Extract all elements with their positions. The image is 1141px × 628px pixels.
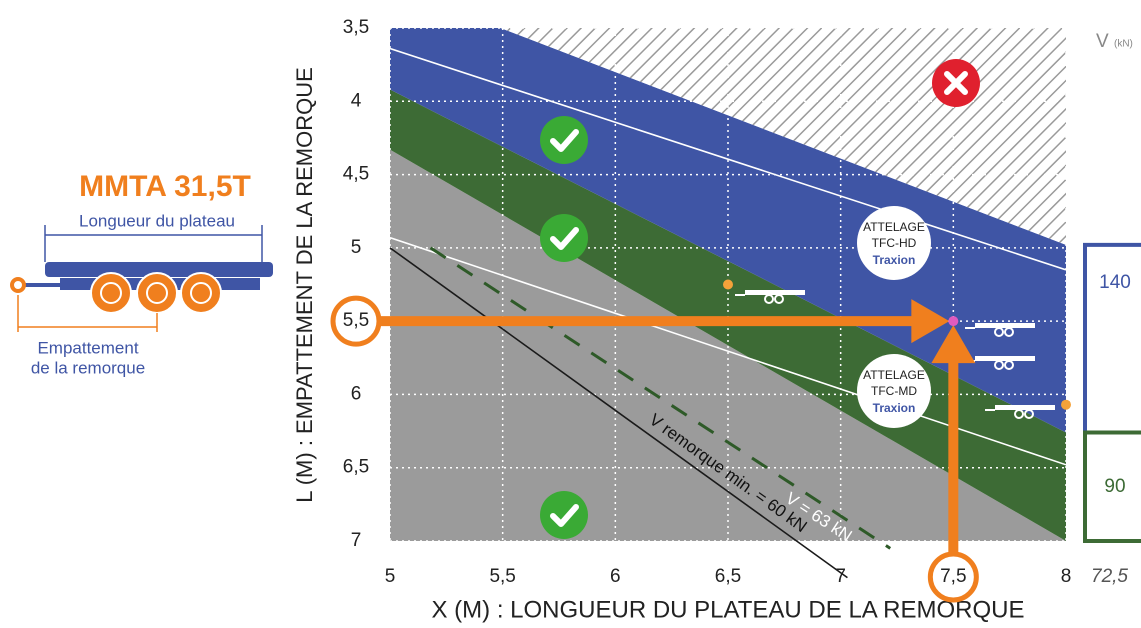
coupling-badge (857, 354, 931, 428)
y-tick-label: 4,5 (343, 164, 369, 185)
trailer-icon (745, 290, 805, 295)
hitch (10, 277, 26, 293)
y-tick-label: 5,5 (343, 310, 369, 331)
coupling-badge (857, 206, 931, 280)
ok-check (550, 504, 579, 527)
hub (146, 282, 168, 304)
y-tick-label: 3,5 (343, 17, 369, 38)
y-tick-label: 4 (351, 90, 362, 111)
y-axis-title: L (M) : EMPATTEMENT DE LA REMORQUE (292, 67, 317, 503)
coupling-brand: Traxion (873, 401, 916, 415)
ok-badge (540, 214, 588, 262)
line (429, 246, 892, 550)
point (948, 316, 959, 327)
ok-badge (540, 116, 588, 164)
v-label: 140 (1099, 272, 1131, 293)
coupling-brand: Traxion (873, 253, 916, 267)
trailer-wheel (1004, 327, 1014, 337)
trailer-wheel (1024, 409, 1034, 419)
x-axis-title: X (M) : LONGUEUR DU PLATEAU DE LA REMORQ… (432, 596, 1025, 623)
v-unit: (kN) (1114, 39, 1133, 50)
trailer-wheel (994, 327, 1004, 337)
trailer-wheel (994, 360, 1004, 370)
hub (190, 282, 212, 304)
y-tick-label: 5 (351, 237, 362, 258)
x-tick-label: 7 (835, 566, 846, 587)
point (1061, 399, 1071, 410)
ok-check (550, 227, 579, 250)
trailer-wheel (1014, 409, 1024, 419)
coupling-text: TFC-HD (872, 236, 917, 250)
wheelbase-label: de la remorque (31, 358, 145, 377)
no-cross (944, 71, 968, 95)
trailer-wheel (774, 294, 784, 304)
wheelbase-label: Empattement (37, 338, 138, 357)
x-tick-label: 8 (1061, 566, 1072, 587)
plot-area (389, 27, 1067, 542)
arrow-head (931, 325, 976, 364)
left-panel: MMTA 31,5T Longueur du plateau Empatteme… (10, 170, 273, 377)
trailer-icon (975, 356, 1035, 361)
arrow-head (911, 299, 950, 344)
v-title: V (1096, 31, 1109, 52)
coupling-text: ATTELAGE (863, 368, 925, 382)
point (723, 279, 733, 290)
y-tick-label: 7 (351, 530, 362, 551)
x-tick-label: 6 (610, 566, 621, 587)
x-tick-label: 5,5 (489, 566, 515, 587)
v-label: 72,5 (1091, 566, 1128, 587)
x-tick-label: 5 (385, 566, 396, 587)
v-label: 90 (1104, 476, 1125, 497)
x-tick-label: 6,5 (715, 566, 741, 587)
trailer-wheel (1004, 360, 1014, 370)
panel-title: MMTA 31,5T (79, 170, 251, 203)
coupling-text: ATTELAGE (863, 220, 925, 234)
ok-check (550, 129, 579, 152)
coupling-text: TFC-MD (871, 384, 917, 398)
trailer-wheel (764, 294, 774, 304)
zone (500, 28, 1066, 245)
y-tick-label: 6,5 (343, 457, 369, 478)
y-tick-label: 6 (351, 383, 362, 404)
trailer-icon (995, 405, 1055, 410)
line (390, 47, 1066, 271)
x-tick-label: 7,5 (940, 566, 966, 587)
line (389, 247, 848, 579)
zone (390, 89, 1066, 541)
length-label: Longueur du plateau (79, 211, 235, 230)
v-band (1083, 430, 1141, 543)
ok-badge (540, 491, 588, 539)
trailer-deck (45, 262, 273, 277)
trailer-icon (975, 323, 1035, 328)
hub (100, 282, 122, 304)
